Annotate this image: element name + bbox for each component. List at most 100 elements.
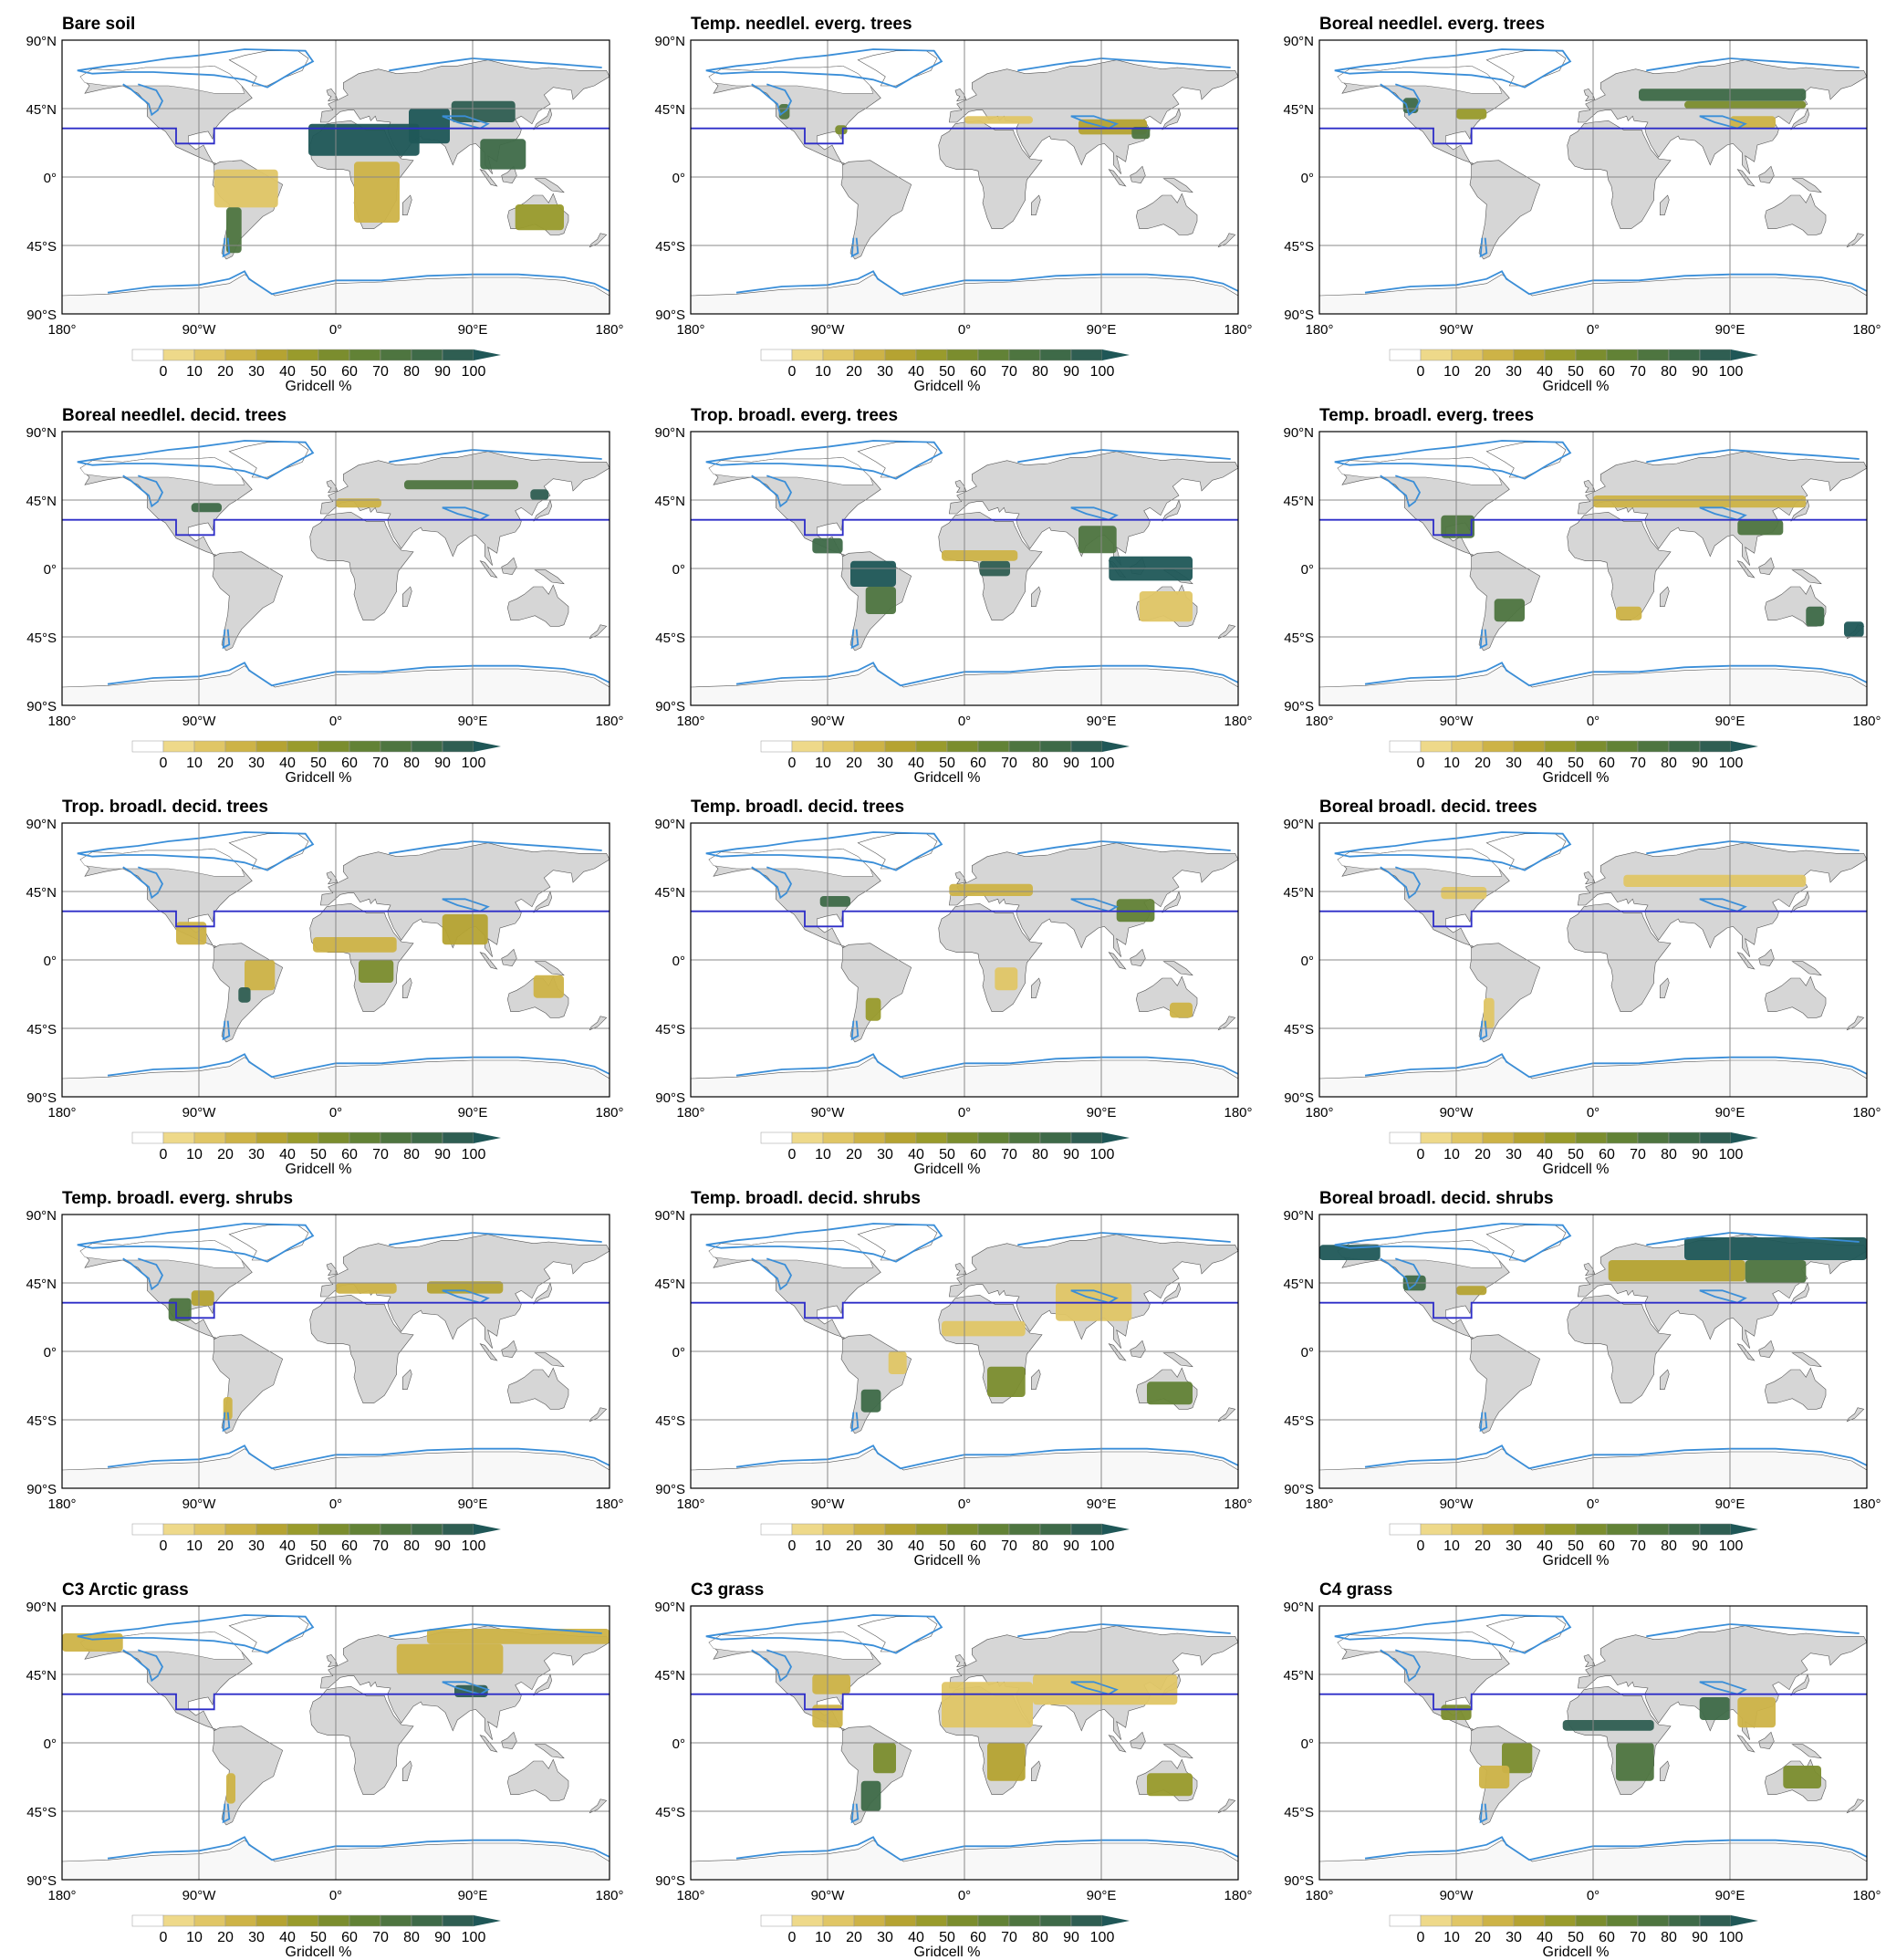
lon-label: 180°	[1305, 322, 1333, 338]
lat-label: 0°	[44, 1345, 57, 1361]
landmass-japan	[1790, 891, 1810, 913]
lat-label: 45°S	[655, 631, 685, 646]
cover-region	[530, 489, 549, 500]
colorbar-tick: 50	[1568, 364, 1584, 380]
map-panel: Boreal broadl. decid. trees 90°N 45°N 0° 45°…	[1257, 783, 1886, 1174]
landmass-uk	[1583, 1653, 1596, 1668]
colorbar-tick: 30	[1506, 364, 1522, 380]
landmass-australia	[506, 584, 569, 627]
landmass-new-zealand	[1217, 1016, 1236, 1031]
colorbar-tick: 80	[1032, 756, 1048, 771]
colorbar-swatch	[946, 349, 979, 361]
colorbar-tick: 50	[310, 1538, 327, 1554]
colorbar-tick: 20	[846, 364, 862, 380]
colorbar-tick: 0	[788, 364, 797, 380]
colorbar-tick: 0	[788, 756, 797, 771]
colorbar-swatch	[318, 1523, 350, 1536]
cover-region	[226, 207, 242, 254]
panel-title: Trop. broadl. everg. trees	[691, 406, 899, 425]
colorbar-tick: 50	[310, 1930, 327, 1945]
cover-region	[1616, 1743, 1654, 1781]
map-panel: Temp. broadl. everg. shrubs 90°N 45°N 0° 45°…	[0, 1174, 629, 1566]
ice-outline	[1070, 1681, 1119, 1695]
colorbar-swatch	[224, 1914, 257, 1927]
ice-outline	[442, 1289, 490, 1304]
lat-label: 90°N	[654, 1600, 685, 1615]
region-boundary	[1319, 127, 1867, 145]
ice-outline	[107, 1836, 610, 1861]
landmass-uk	[954, 871, 967, 885]
colorbar-swatch	[791, 1914, 824, 1927]
colorbar-swatch	[255, 1523, 288, 1536]
lat-label: 90°N	[1283, 1600, 1314, 1615]
colorbar-swatch	[1389, 1523, 1422, 1536]
ice-outline	[1646, 57, 1860, 72]
ice-outline	[751, 1649, 793, 1683]
colorbar-swatch	[946, 1131, 979, 1144]
colorbar-tick: 100	[1719, 1147, 1744, 1162]
lat-label: 0°	[44, 954, 57, 969]
colorbar-swatch	[822, 1523, 855, 1536]
colorbar-arrow	[474, 1132, 501, 1143]
colorbar-label: Gridcell %	[914, 1553, 981, 1566]
cover-region	[1147, 1381, 1193, 1405]
colorbar-tick: 90	[1063, 1538, 1079, 1554]
colorbar-tick: 60	[341, 1538, 358, 1554]
colorbar-tick: 70	[372, 1147, 389, 1162]
landmass-uk	[326, 479, 339, 494]
ice-outline	[1646, 1623, 1860, 1638]
colorbar-swatch	[131, 740, 164, 753]
landmass-uk	[326, 1262, 339, 1277]
colorbar-tick: 0	[160, 1930, 168, 1945]
ice-outline	[1646, 840, 1860, 855]
lon-label: 0°	[958, 1105, 971, 1121]
colorbar-tick: 70	[372, 364, 389, 380]
ice-outline	[735, 1053, 1238, 1079]
colorbar-tick: 20	[846, 1538, 862, 1554]
lon-label: 180°	[676, 1496, 704, 1512]
ice-outline	[1070, 115, 1119, 130]
cover-region	[1783, 1766, 1821, 1788]
colorbar-swatch	[1668, 1914, 1701, 1927]
ice-outline	[1364, 662, 1867, 687]
lon-label: 180°	[676, 714, 704, 729]
colorbar-label: Gridcell %	[286, 770, 352, 783]
colorbar-swatch	[884, 740, 917, 753]
lat-label: 45°N	[1283, 1277, 1314, 1292]
colorbar-tick: 20	[846, 1147, 862, 1162]
colorbar-tick: 30	[1506, 1147, 1522, 1162]
colorbar-tick: 0	[1417, 1930, 1425, 1945]
region-boundary	[691, 1301, 1238, 1319]
region-boundary	[62, 1693, 610, 1711]
colorbar-swatch	[1606, 1131, 1639, 1144]
lat-label: 90°S	[1284, 308, 1314, 323]
colorbar-swatch	[977, 1523, 1010, 1536]
colorbar-swatch	[318, 349, 350, 361]
landmass-new-guinea	[1791, 961, 1822, 976]
landmass-sumatra	[1736, 1343, 1756, 1361]
lon-label: 0°	[1587, 1888, 1599, 1903]
colorbar-tick: 40	[908, 1930, 924, 1945]
colorbar-swatch	[1420, 740, 1453, 753]
map-frame	[690, 1605, 1239, 1881]
ice-outline	[1380, 474, 1422, 508]
landmass-new-zealand	[1846, 1407, 1865, 1423]
ice-outline	[122, 866, 164, 900]
lon-label: 90°E	[458, 322, 488, 338]
lon-label: 180°	[595, 1496, 623, 1512]
cover-region	[1479, 1766, 1510, 1788]
landmass-madagascar	[1030, 1369, 1041, 1390]
map-panel: Temp. needlel. everg. trees 90°N 45°N 0° 45°…	[629, 0, 1257, 391]
ice-outline	[77, 48, 315, 89]
panel-title: Boreal broadl. decid. trees	[1319, 798, 1537, 817]
colorbar-swatch	[1544, 349, 1577, 361]
cover-region	[354, 162, 400, 223]
colorbar-tick: 70	[372, 1538, 389, 1554]
cover-region	[1484, 997, 1495, 1028]
lon-label: 180°	[676, 1105, 704, 1121]
colorbar-tick: 90	[1692, 364, 1708, 380]
colorbar-tick: 80	[1661, 1538, 1677, 1554]
lon-label: 90°W	[811, 322, 846, 338]
cover-region	[860, 1389, 881, 1413]
cover-region	[964, 116, 1033, 124]
